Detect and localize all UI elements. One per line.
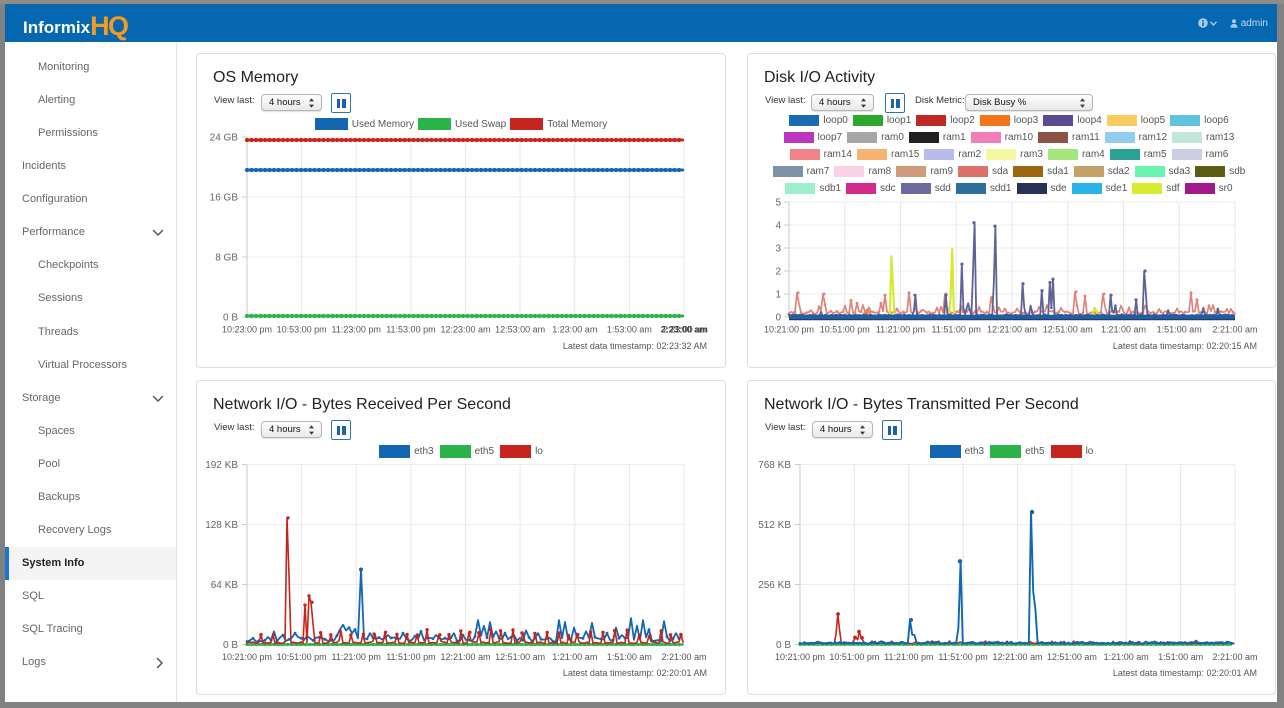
- svg-text:1: 1: [775, 290, 781, 301]
- svg-text:11:21:00 pm: 11:21:00 pm: [332, 652, 381, 662]
- svg-text:192 KB: 192 KB: [205, 460, 238, 471]
- svg-text:10:23:00 pm: 10:23:00 pm: [222, 325, 272, 335]
- svg-text:10:53:00 pm: 10:53:00 pm: [277, 325, 327, 335]
- svg-text:16 GB: 16 GB: [210, 193, 239, 204]
- svg-text:12:51:00 am: 12:51:00 am: [1047, 652, 1097, 662]
- svg-text:10:21:00 pm: 10:21:00 pm: [222, 652, 272, 662]
- svg-text:0 B: 0 B: [223, 640, 238, 651]
- svg-text:10:51:00 pm: 10:51:00 pm: [820, 325, 870, 335]
- svg-text:5: 5: [775, 198, 781, 209]
- svg-text:2:21:00 am: 2:21:00 am: [1212, 652, 1257, 662]
- svg-text:3: 3: [775, 244, 781, 255]
- svg-text:11:21:00 pm: 11:21:00 pm: [884, 652, 933, 662]
- svg-text:1:51:00 am: 1:51:00 am: [607, 652, 652, 662]
- svg-text:64 KB: 64 KB: [211, 580, 239, 591]
- svg-text:1:51:00 am: 1:51:00 am: [1158, 652, 1203, 662]
- svg-text:10:21:00 pm: 10:21:00 pm: [775, 652, 825, 662]
- svg-text:10:51:00 pm: 10:51:00 pm: [829, 652, 879, 662]
- svg-text:0 B: 0 B: [776, 640, 791, 651]
- svg-text:11:51:00 pm: 11:51:00 pm: [932, 325, 981, 335]
- svg-text:12:51:00 am: 12:51:00 am: [1043, 325, 1093, 335]
- svg-text:2:21:00 am: 2:21:00 am: [1212, 325, 1257, 335]
- svg-text:1:53:00 am: 1:53:00 am: [607, 325, 652, 335]
- svg-text:24 GB: 24 GB: [210, 133, 239, 144]
- svg-text:0: 0: [775, 313, 781, 324]
- svg-text:128 KB: 128 KB: [205, 520, 238, 531]
- svg-text:2:21:00 am: 2:21:00 am: [661, 652, 706, 662]
- svg-text:4: 4: [775, 221, 781, 232]
- svg-text:12:21:00 am: 12:21:00 am: [992, 652, 1042, 662]
- svg-text:8 GB: 8 GB: [215, 253, 238, 264]
- svg-text:2:23:00 am: 2:23:00 am: [663, 325, 708, 335]
- svg-text:768 KB: 768 KB: [758, 460, 791, 471]
- svg-text:11:23:00 pm: 11:23:00 pm: [332, 325, 381, 335]
- svg-text:2: 2: [775, 267, 781, 278]
- svg-text:1:21:00 am: 1:21:00 am: [1101, 325, 1146, 335]
- svg-text:12:53:00 am: 12:53:00 am: [495, 325, 545, 335]
- svg-text:11:51:00 pm: 11:51:00 pm: [938, 652, 987, 662]
- svg-text:12:21:00 am: 12:21:00 am: [440, 652, 490, 662]
- svg-text:1:21:00 am: 1:21:00 am: [1104, 652, 1149, 662]
- svg-text:2:23:00 am: 2:23:00 am: [661, 325, 708, 335]
- svg-text:0 B: 0 B: [223, 313, 238, 324]
- svg-text:10:21:00 pm: 10:21:00 pm: [764, 325, 814, 335]
- svg-text:1:21:00 am: 1:21:00 am: [552, 652, 597, 662]
- svg-text:1:51:00 am: 1:51:00 am: [1157, 325, 1202, 335]
- svg-text:11:53:00 pm: 11:53:00 pm: [386, 325, 435, 335]
- svg-text:10:51:00 pm: 10:51:00 pm: [277, 652, 327, 662]
- svg-text:512 KB: 512 KB: [758, 520, 791, 531]
- svg-text:12:51:00 am: 12:51:00 am: [495, 652, 545, 662]
- svg-text:12:21:00 am: 12:21:00 am: [987, 325, 1037, 335]
- svg-text:11:21:00 pm: 11:21:00 pm: [876, 325, 925, 335]
- svg-text:12:23:00 am: 12:23:00 am: [440, 325, 490, 335]
- svg-text:1:23:00 am: 1:23:00 am: [552, 325, 597, 335]
- svg-text:11:51:00 pm: 11:51:00 pm: [386, 652, 435, 662]
- svg-text:256 KB: 256 KB: [758, 580, 791, 591]
